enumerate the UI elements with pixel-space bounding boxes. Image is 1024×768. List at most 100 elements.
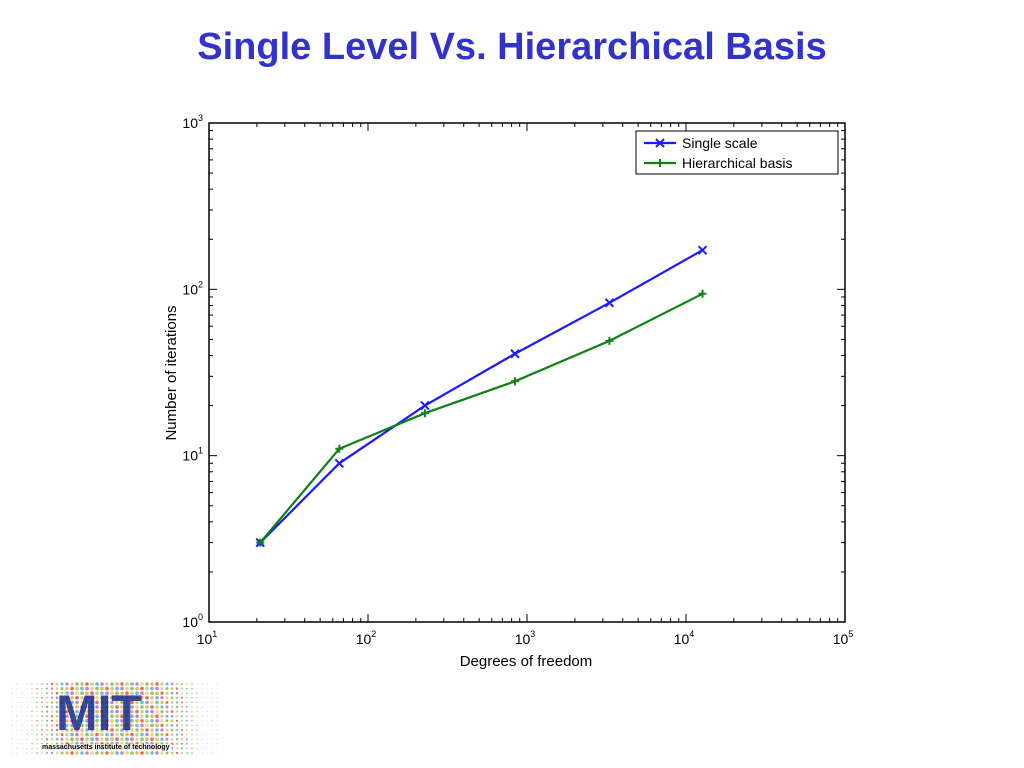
- logo-dot: [145, 709, 149, 714]
- logo-dot: [55, 733, 59, 736]
- logo-dot: [186, 710, 188, 713]
- logo-dot: [155, 737, 159, 741]
- logo-dot: [191, 738, 193, 740]
- x-tick-label: 105: [833, 629, 854, 647]
- logo-dot: [26, 715, 28, 717]
- logo-dot: [160, 691, 164, 695]
- logo-dot: [36, 743, 38, 745]
- logo-dot: [80, 714, 84, 718]
- logo-dot: [206, 711, 208, 712]
- logo-dot: [36, 697, 38, 699]
- logo-dot: [105, 719, 109, 723]
- logo-dot: [65, 723, 69, 728]
- logo-dot: [36, 720, 38, 722]
- logo-dot: [41, 687, 43, 690]
- logo-dot: [115, 719, 119, 723]
- logo-dot: [186, 706, 188, 708]
- logo-dot: [130, 700, 134, 705]
- logo-dot: [140, 686, 144, 691]
- logo-dot: [75, 719, 79, 723]
- logo-dot: [55, 701, 59, 704]
- logo-dot: [160, 737, 164, 741]
- logo-dot: [175, 692, 179, 695]
- logo-dot: [70, 705, 74, 709]
- logo-dot: [70, 723, 74, 728]
- logo-dot: [95, 723, 99, 728]
- logo-dot: [150, 682, 154, 686]
- logo-dot: [90, 732, 94, 737]
- logo-dot: [165, 682, 169, 686]
- logo-dot: [160, 732, 164, 737]
- logo-dot: [100, 719, 104, 723]
- logo-dot: [65, 700, 69, 705]
- logo-dot: [60, 682, 64, 686]
- logo-dot: [21, 734, 23, 735]
- logo-dot: [191, 692, 193, 694]
- logo-dot: [75, 714, 79, 718]
- logo-dot: [31, 692, 33, 694]
- logo-dot: [55, 710, 59, 713]
- logo-dot: [130, 751, 134, 755]
- logo-dot: [140, 696, 144, 700]
- logo-dot: [36, 733, 38, 736]
- logo-dot: [41, 724, 43, 727]
- logo-dot: [110, 737, 114, 741]
- logo-dot: [196, 720, 198, 722]
- logo-dot: [201, 752, 203, 754]
- logo-dot: [130, 728, 134, 732]
- logo-dot: [155, 682, 159, 686]
- logo-dot: [21, 706, 23, 708]
- logo-dot: [21, 738, 23, 740]
- logo-dot: [191, 710, 193, 713]
- logo-dot: [135, 751, 139, 755]
- logo-dot: [125, 691, 129, 695]
- logo-dot: [75, 732, 79, 737]
- logo-dot: [201, 697, 203, 699]
- logo-dot: [100, 714, 104, 718]
- logo-dot: [211, 715, 213, 717]
- logo-dot: [11, 734, 13, 735]
- logo-dot: [216, 725, 218, 726]
- logo-dot: [186, 696, 188, 699]
- logo-dot: [110, 682, 114, 686]
- logo-dot: [105, 728, 109, 732]
- logo-dot: [11, 683, 13, 685]
- logo-dot: [186, 729, 188, 731]
- logo-dot: [75, 696, 79, 700]
- logo-dot: [21, 683, 23, 685]
- logo-dot: [201, 734, 203, 736]
- logo-dot: [120, 714, 124, 718]
- logo-dot: [90, 709, 94, 714]
- logo-dot: [45, 751, 49, 755]
- logo-dot: [50, 738, 54, 741]
- logo-dot: [95, 705, 99, 709]
- logo-dot: [216, 692, 218, 694]
- logo-dot: [65, 728, 69, 732]
- x-marker: [334, 458, 345, 468]
- logo-dot: [155, 709, 159, 714]
- logo-dot: [191, 697, 193, 699]
- logo-dot: [130, 723, 134, 728]
- logo-dot: [85, 705, 89, 709]
- y-tick-label: 100: [182, 612, 203, 630]
- logo-dot: [180, 724, 184, 727]
- logo-dot: [85, 732, 89, 737]
- logo-dot: [90, 737, 94, 741]
- logo-dot: [160, 728, 164, 732]
- logo-dot: [65, 737, 69, 741]
- logo-dot: [16, 725, 18, 726]
- logo-dot: [55, 705, 59, 709]
- logo-dot: [211, 738, 213, 740]
- logo-dot: [41, 696, 43, 699]
- logo-dot: [55, 719, 59, 723]
- logo-dot: [115, 737, 119, 741]
- logo-dot: [170, 751, 174, 755]
- logo-dot: [80, 705, 84, 709]
- logo-dot: [55, 751, 59, 755]
- logo-dot: [191, 683, 193, 685]
- logo-dot: [65, 751, 69, 755]
- logo-dot: [170, 705, 174, 709]
- logo-dot: [160, 705, 164, 709]
- logo-dot: [180, 696, 184, 699]
- logo-dot: [135, 686, 139, 691]
